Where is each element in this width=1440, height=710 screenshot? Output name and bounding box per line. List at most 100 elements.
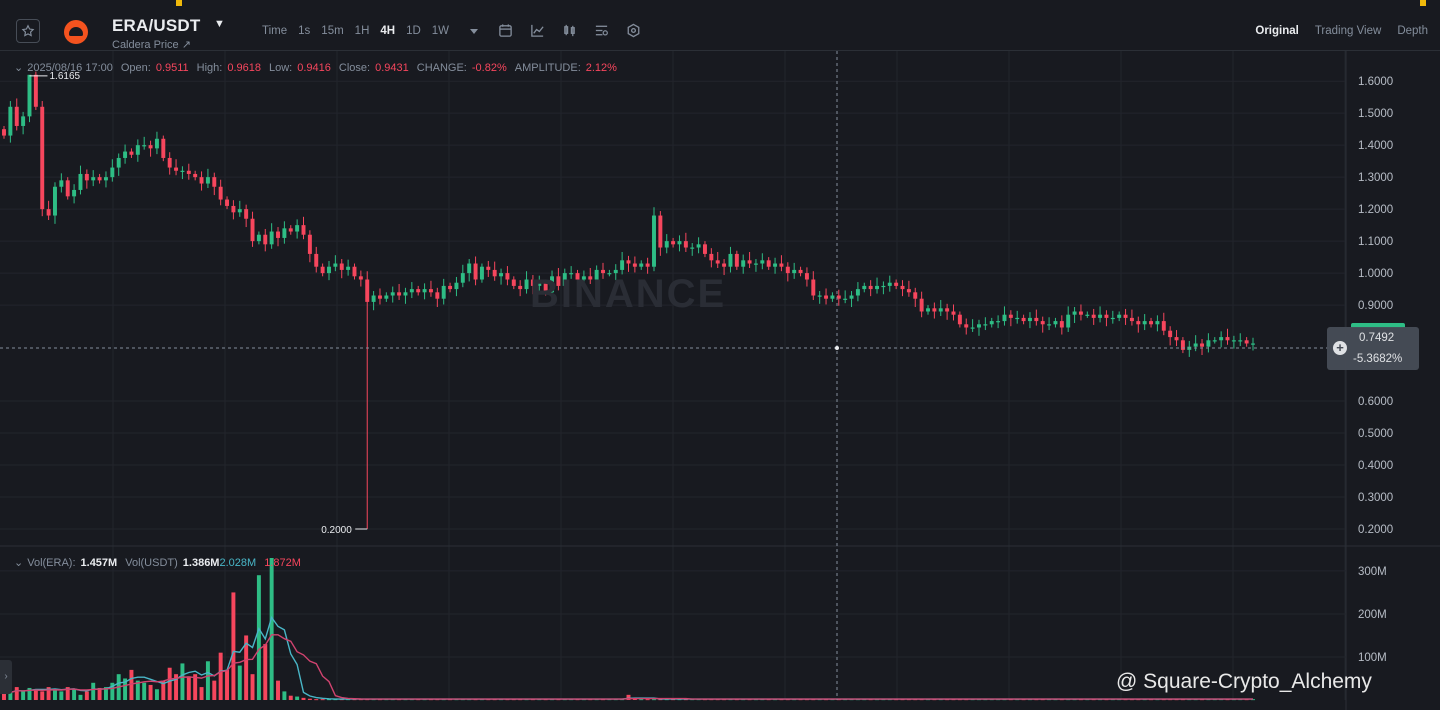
- candle-body: [473, 263, 478, 280]
- volume-bar: [103, 687, 108, 700]
- candle-body: [951, 311, 956, 315]
- candle-body: [1104, 314, 1109, 318]
- candle-body: [403, 292, 408, 296]
- view-depth[interactable]: Depth: [1397, 25, 1428, 37]
- interval-time[interactable]: Time: [262, 25, 288, 37]
- gear-icon[interactable]: [625, 22, 642, 39]
- candle-body: [817, 295, 822, 297]
- interval-1w[interactable]: 1W: [431, 25, 450, 37]
- ohlc-amplitude: 2.12%: [585, 62, 617, 74]
- candle-body: [174, 167, 179, 171]
- price-tick-label: 1.4000: [1358, 140, 1393, 152]
- candle-body: [492, 269, 497, 277]
- candle-body: [276, 231, 280, 238]
- candle-body: [1168, 330, 1173, 338]
- favorite-star-button[interactable]: [16, 19, 40, 43]
- volume-bar: [8, 691, 13, 700]
- candle-body: [1136, 321, 1141, 325]
- candle-body: [1059, 321, 1064, 328]
- candle-body: [868, 285, 873, 290]
- candle-body: [231, 205, 236, 213]
- candle-body: [263, 234, 268, 245]
- candle-body: [78, 173, 83, 190]
- volume-bar: [256, 575, 261, 700]
- interval-15m[interactable]: 15m: [321, 25, 344, 37]
- volume-bar: [205, 661, 210, 700]
- more-intervals-caret-icon[interactable]: [465, 22, 482, 39]
- candle-body: [1008, 314, 1013, 318]
- volume-bar: [237, 665, 242, 700]
- candle-body: [728, 253, 733, 267]
- candle-body: [256, 234, 261, 242]
- candle-body: [123, 151, 128, 158]
- candle-body: [626, 260, 631, 264]
- candle-body: [747, 260, 752, 264]
- candle-body: [632, 263, 637, 267]
- footer-watermark: @ Square-Crypto_Alchemy: [1116, 670, 1372, 693]
- candle-body: [773, 263, 778, 267]
- candle-body: [250, 218, 255, 242]
- volume-bar: [212, 680, 217, 700]
- volume-bar: [97, 687, 102, 700]
- candle-body: [639, 263, 644, 267]
- caret-down-icon[interactable]: ▼: [214, 18, 225, 30]
- volume-bar: [295, 696, 300, 700]
- candle-body: [1091, 314, 1096, 318]
- candle-body: [454, 282, 459, 290]
- price-tick-label: 0.6000: [1358, 396, 1393, 408]
- crosshair-price-tag[interactable]: + 0.7492 -5.3682%: [1327, 327, 1419, 370]
- last-price-flag: [1351, 323, 1405, 328]
- legend-collapse-icon[interactable]: ⌄: [14, 557, 24, 569]
- volume-bar: [626, 694, 631, 700]
- candle-body: [288, 228, 293, 232]
- chart-settings-list-icon[interactable]: [593, 22, 610, 39]
- candle-body: [142, 145, 147, 147]
- candle-body: [1200, 343, 1204, 347]
- sidebar-expand-handle[interactable]: ›: [0, 660, 12, 694]
- candle-body: [1117, 314, 1122, 318]
- legend-collapse-icon[interactable]: ⌄: [14, 62, 24, 74]
- candle-body: [766, 260, 771, 267]
- volume-bar: [263, 644, 268, 700]
- candle-body: [225, 199, 230, 206]
- candle-body: [652, 215, 656, 267]
- candle-type-icon[interactable]: [561, 22, 578, 39]
- symbol-selector[interactable]: ERA/USDT: [112, 16, 201, 35]
- candle-body: [932, 308, 937, 312]
- ohlc-open: 0.9511: [155, 62, 189, 74]
- candle-body: [677, 241, 682, 245]
- candle-body: [301, 225, 306, 235]
- candle-body: [441, 285, 446, 299]
- indicator-icon[interactable]: [529, 22, 546, 39]
- candle-body: [333, 263, 338, 267]
- candle-body: [862, 285, 867, 290]
- view-original[interactable]: Original: [1255, 25, 1299, 37]
- interval-4h[interactable]: 4H: [380, 25, 396, 37]
- volume-bar: [186, 676, 191, 700]
- candle-body: [416, 289, 421, 293]
- interval-1d[interactable]: 1D: [406, 25, 421, 37]
- candle-body: [913, 292, 918, 299]
- volume-bar: [225, 669, 230, 700]
- coin-price-link[interactable]: Caldera Price ↗: [112, 39, 191, 51]
- interval-1h[interactable]: 1H: [354, 25, 370, 37]
- candle-body: [448, 285, 453, 290]
- view-trading-view[interactable]: Trading View: [1314, 25, 1382, 37]
- volume-bar: [59, 691, 64, 700]
- candle-body: [460, 273, 465, 283]
- volume-bar: [269, 558, 274, 700]
- interval-1s[interactable]: 1s: [298, 25, 311, 37]
- candle-body: [855, 289, 860, 296]
- candle-body: [664, 241, 669, 248]
- candle-body: [581, 276, 586, 280]
- add-alert-plus-icon[interactable]: +: [1333, 341, 1347, 355]
- price-tick-label: 1.3000: [1358, 172, 1393, 184]
- calendar-icon[interactable]: [497, 22, 514, 39]
- chart-toolbar: [465, 22, 642, 39]
- candle-body: [352, 266, 357, 277]
- candle-body: [327, 266, 331, 274]
- candle-body: [518, 285, 523, 290]
- candle-body: [435, 292, 440, 299]
- volume-bar: [123, 678, 128, 700]
